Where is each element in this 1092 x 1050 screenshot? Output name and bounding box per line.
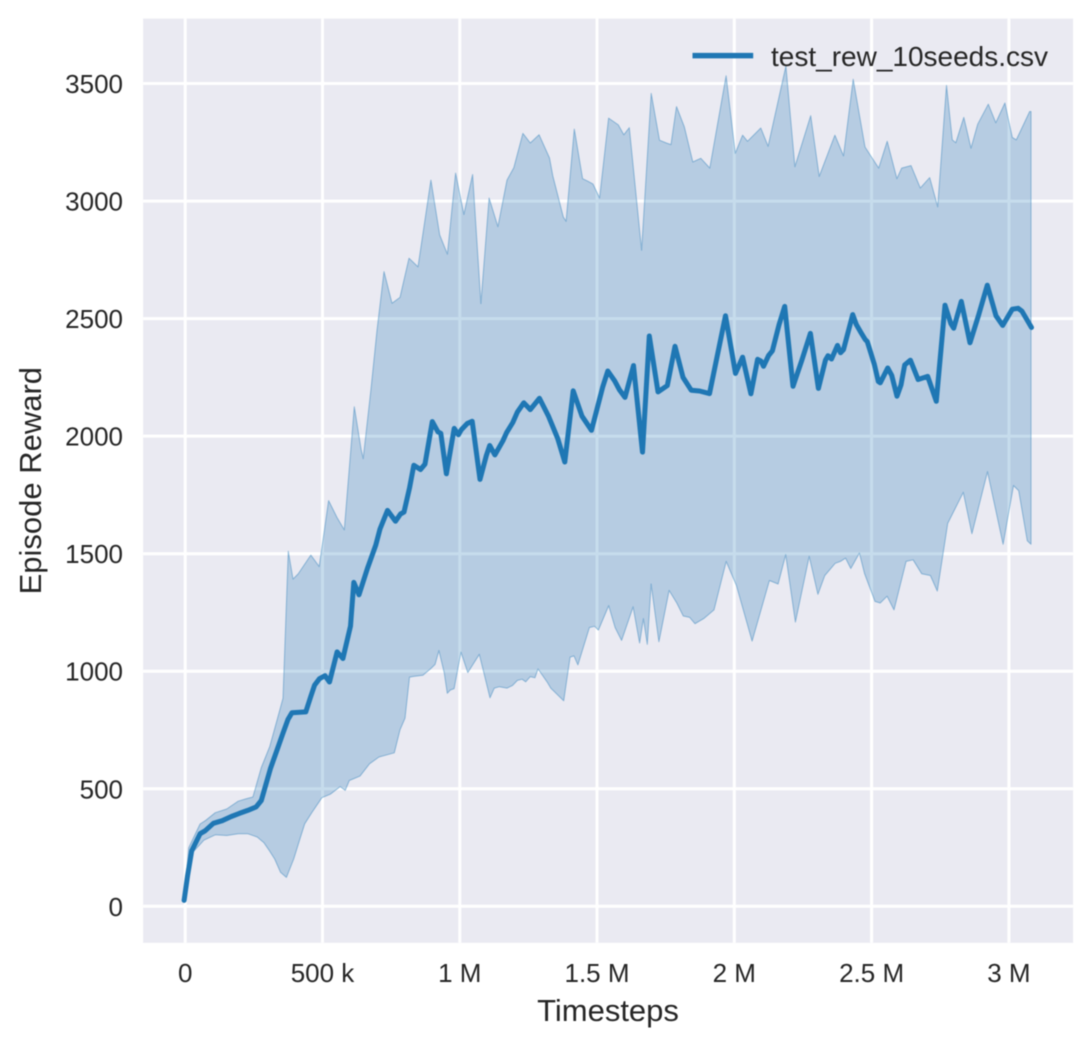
svg-text:500: 500	[80, 774, 123, 804]
svg-text:Timesteps: Timesteps	[537, 993, 679, 1028]
svg-text:1500: 1500	[65, 539, 123, 569]
svg-text:0: 0	[178, 958, 192, 988]
svg-text:Episode Reward: Episode Reward	[13, 367, 48, 594]
svg-text:3000: 3000	[65, 187, 123, 217]
svg-text:1.5 M: 1.5 M	[564, 958, 629, 988]
svg-text:3 M: 3 M	[987, 958, 1030, 988]
svg-text:2.5 M: 2.5 M	[839, 958, 904, 988]
svg-text:0: 0	[109, 892, 123, 922]
svg-text:2500: 2500	[65, 304, 123, 334]
svg-text:test_rew_10seeds.csv: test_rew_10seeds.csv	[771, 41, 1048, 72]
svg-text:1000: 1000	[65, 657, 123, 687]
svg-text:1 M: 1 M	[438, 958, 481, 988]
svg-text:500 k: 500 k	[291, 958, 356, 988]
svg-text:2 M: 2 M	[713, 958, 756, 988]
svg-text:3500: 3500	[65, 69, 123, 99]
svg-text:2000: 2000	[65, 422, 123, 452]
